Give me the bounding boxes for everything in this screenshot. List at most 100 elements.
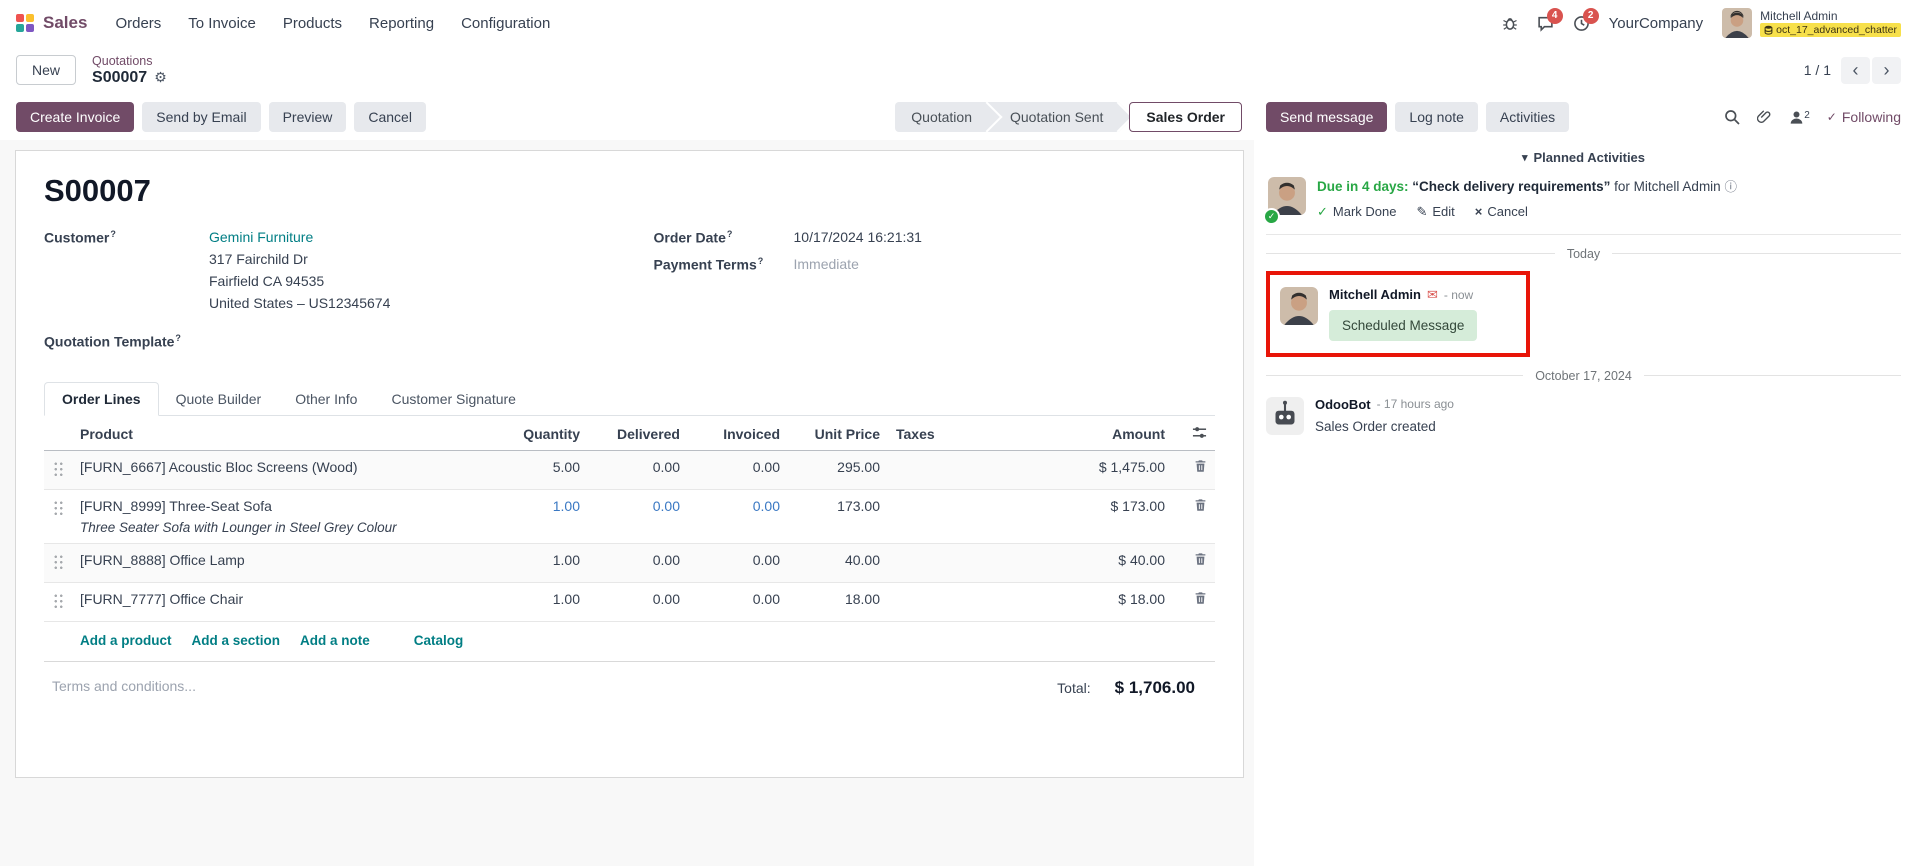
drag-handle-icon[interactable]	[53, 592, 64, 610]
catalog-link[interactable]: Catalog	[413, 632, 464, 648]
drag-handle-icon[interactable]	[53, 460, 64, 478]
preview-button[interactable]: Preview	[268, 102, 347, 132]
optional-columns-icon[interactable]	[1192, 426, 1207, 443]
order-line-row[interactable]: [FURN_8888] Office Lamp 1.00 0.00 0.00 4…	[44, 543, 1215, 583]
pager-value: 1 / 1	[1803, 62, 1831, 78]
menu-reporting[interactable]: Reporting	[369, 14, 435, 32]
pager-previous-button[interactable]: ‹	[1841, 56, 1870, 84]
cell-delivered[interactable]: 0.00	[588, 489, 688, 544]
cell-taxes[interactable]	[888, 582, 1003, 622]
payment-terms-value[interactable]: Immediate	[793, 255, 859, 272]
cell-taxes[interactable]	[888, 450, 1003, 490]
tab-other-info[interactable]: Other Info	[295, 390, 358, 407]
cell-invoiced[interactable]: 0.00	[688, 450, 788, 490]
column-taxes[interactable]: Taxes	[888, 415, 1003, 451]
user-menu[interactable]: Mitchell Admin oct_17_advanced_chatter	[1722, 8, 1901, 38]
cell-product[interactable]: [FURN_6667] Acoustic Bloc Screens (Wood)	[72, 450, 503, 490]
add-note-link[interactable]: Add a note	[300, 632, 370, 648]
cell-quantity[interactable]: 1.00	[503, 489, 588, 544]
cell-product[interactable]: [FURN_8888] Office Lamp	[72, 543, 503, 583]
cell-invoiced[interactable]: 0.00	[688, 582, 788, 622]
status-sales-order[interactable]: Sales Order	[1129, 102, 1242, 132]
menu-configuration[interactable]: Configuration	[461, 14, 551, 32]
company-switcher[interactable]: YourCompany	[1608, 14, 1704, 32]
cell-taxes[interactable]	[888, 543, 1003, 583]
tab-quote-builder[interactable]: Quote Builder	[175, 390, 262, 407]
tab-order-lines[interactable]: Order Lines	[44, 381, 159, 416]
column-unit-price[interactable]: Unit Price	[788, 415, 888, 451]
delete-line-icon[interactable]	[1194, 552, 1207, 566]
gear-icon[interactable]: ⚙	[154, 69, 167, 85]
followers-icon[interactable]: 2	[1789, 110, 1810, 125]
order-lines-header-row: Product Quantity Delivered Invoiced Unit…	[44, 415, 1215, 451]
activities-button[interactable]: Activities	[1485, 102, 1570, 132]
cell-delivered[interactable]: 0.00	[588, 450, 688, 490]
planned-activities-header[interactable]: ▾ Planned Activities	[1266, 142, 1901, 175]
cell-delivered[interactable]: 0.00	[588, 582, 688, 622]
apps-grid-icon[interactable]	[16, 14, 34, 32]
delete-line-icon[interactable]	[1194, 498, 1207, 512]
log-note-button[interactable]: Log note	[1395, 102, 1478, 132]
cell-quantity[interactable]: 1.00	[503, 543, 588, 583]
cell-invoiced[interactable]: 0.00	[688, 489, 788, 544]
scheduled-message-chip[interactable]: Scheduled Message	[1329, 309, 1478, 341]
record-title[interactable]: S00007	[44, 173, 151, 208]
order-line-row[interactable]: [FURN_6667] Acoustic Bloc Screens (Wood)…	[44, 450, 1215, 490]
status-quotation-sent[interactable]: Quotation Sent	[987, 102, 1120, 132]
cell-quantity[interactable]: 5.00	[503, 450, 588, 490]
drag-handle-icon[interactable]	[53, 553, 64, 571]
order-line-row[interactable]: [FURN_7777] Office Chair 1.00 0.00 0.00 …	[44, 582, 1215, 622]
cell-unit-price[interactable]: 295.00	[788, 450, 888, 490]
order-total: Total: $ 1,706.00	[1057, 678, 1205, 698]
cancel-button[interactable]: Cancel	[354, 102, 426, 132]
menu-orders[interactable]: Orders	[115, 14, 162, 32]
column-amount[interactable]: Amount	[1003, 415, 1173, 451]
terms-and-conditions-field[interactable]: Terms and conditions...	[52, 677, 196, 694]
status-quotation[interactable]: Quotation	[895, 102, 988, 132]
column-invoiced[interactable]: Invoiced	[688, 415, 788, 451]
activities-clock-icon[interactable]: 2	[1573, 7, 1599, 32]
message-author[interactable]: OdooBot	[1315, 396, 1371, 412]
mark-done-button[interactable]: ✓ Mark Done	[1317, 203, 1397, 220]
add-product-link[interactable]: Add a product	[80, 632, 172, 648]
cell-unit-price[interactable]: 173.00	[788, 489, 888, 544]
cell-invoiced[interactable]: 0.00	[688, 543, 788, 583]
delete-line-icon[interactable]	[1194, 459, 1207, 473]
info-icon[interactable]: ⓘ	[1724, 180, 1737, 194]
send-message-button[interactable]: Send message	[1266, 102, 1388, 132]
pager-next-button[interactable]: ›	[1872, 56, 1901, 84]
add-section-link[interactable]: Add a section	[191, 632, 281, 648]
cell-quantity[interactable]: 1.00	[503, 582, 588, 622]
menu-to-invoice[interactable]: To Invoice	[188, 14, 256, 32]
order-date-value[interactable]: 10/17/2024 16:21:31	[793, 229, 922, 245]
menu-products[interactable]: Products	[282, 14, 343, 32]
main-content: Create Invoice Send by Email Preview Can…	[0, 94, 1917, 866]
edit-activity-button[interactable]: ✎ Edit	[1416, 203, 1455, 220]
cell-unit-price[interactable]: 18.00	[788, 582, 888, 622]
debug-icon[interactable]	[1502, 15, 1518, 31]
create-invoice-button[interactable]: Create Invoice	[16, 102, 135, 132]
cell-unit-price[interactable]: 40.00	[788, 543, 888, 583]
following-button[interactable]: ✓ Following	[1827, 109, 1901, 125]
message-author[interactable]: Mitchell Admin	[1329, 287, 1421, 303]
cell-taxes[interactable]	[888, 489, 1003, 544]
tab-customer-signature[interactable]: Customer Signature	[391, 390, 516, 407]
app-name-sales[interactable]: Sales	[43, 13, 88, 32]
breadcrumb-quotations-link[interactable]: Quotations	[92, 53, 153, 68]
send-by-email-button[interactable]: Send by Email	[142, 102, 261, 132]
messages-icon[interactable]: 4	[1537, 7, 1563, 32]
new-button[interactable]: New	[16, 55, 77, 85]
column-quantity[interactable]: Quantity	[503, 415, 588, 451]
column-delivered[interactable]: Delivered	[588, 415, 688, 451]
cell-delivered[interactable]: 0.00	[588, 543, 688, 583]
cell-product[interactable]: [FURN_8999] Three-Seat Sofa Three Seater…	[72, 489, 503, 544]
column-product[interactable]: Product	[72, 415, 503, 451]
delete-line-icon[interactable]	[1194, 591, 1207, 605]
search-messages-icon[interactable]	[1724, 109, 1740, 125]
drag-handle-icon[interactable]	[53, 499, 64, 517]
customer-link[interactable]: Gemini Furniture	[209, 229, 314, 245]
attachments-icon[interactable]	[1757, 109, 1772, 125]
cancel-activity-button[interactable]: × Cancel	[1474, 204, 1528, 220]
order-line-row[interactable]: [FURN_8999] Three-Seat Sofa Three Seater…	[44, 489, 1215, 544]
cell-product[interactable]: [FURN_7777] Office Chair	[72, 582, 503, 622]
